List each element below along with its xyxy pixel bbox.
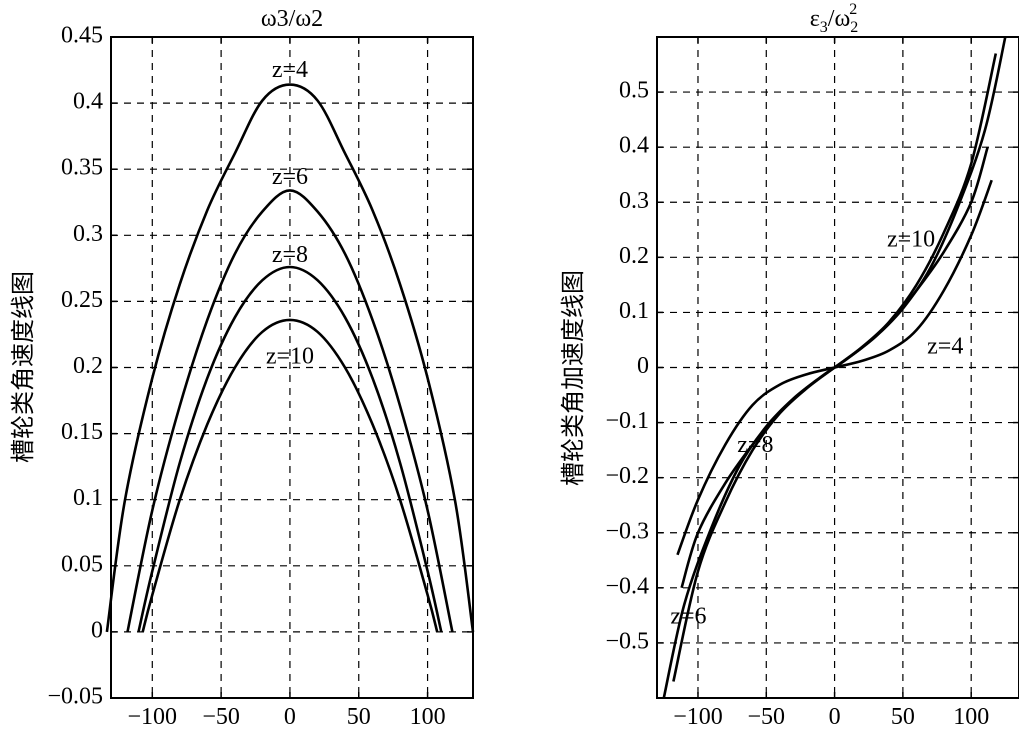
curve-label-z-8: z=8 <box>737 432 773 458</box>
y-axis-label: 槽轮类角加速度线图 <box>559 270 587 486</box>
y-tick-label: −0.05 <box>47 684 103 710</box>
y-tick-label: 0.4 <box>73 89 103 115</box>
x-tick-label: 100 <box>953 704 989 730</box>
y-tick-label: 0.1 <box>73 485 103 511</box>
series-line-z-6 <box>126 189 454 633</box>
series-group <box>662 36 1007 699</box>
x-tick-label: 0 <box>284 704 296 730</box>
chart-title: ε3/ω22 <box>810 1 859 36</box>
curve-label-z-10: z=10 <box>266 344 314 370</box>
grid-lines <box>657 37 1019 698</box>
y-tick-label: 0.45 <box>61 23 103 49</box>
y-tick-label: 0.4 <box>619 133 649 159</box>
series-line-z-10 <box>680 146 989 589</box>
y-tick-label: −0.4 <box>605 573 649 599</box>
y-axis-label: 槽轮类角速度线图 <box>9 271 37 463</box>
angular-velocity-chart: −100 −50 0 50 100 −0.05 0 0.05 0.1 0.15 0.2 0.25 0.3… <box>9 6 475 730</box>
y-tick-label: 0.1 <box>619 298 649 324</box>
y-tick-label: 0.3 <box>73 221 103 247</box>
x-tick-label: 0 <box>829 704 841 730</box>
y-tick-label: 0.2 <box>73 353 103 379</box>
x-tick-label: −100 <box>673 704 723 730</box>
x-tick-label: −50 <box>202 704 240 730</box>
curve-label-z-10: z=10 <box>887 226 935 252</box>
annotations: z=4 z=6 z=8 z=10 <box>266 57 314 370</box>
curve-label-z-6: z=6 <box>670 604 706 630</box>
series-line-z-4 <box>105 83 475 633</box>
y-tick-label: 0.35 <box>61 155 103 181</box>
tick-labels: −100 −50 0 50 100 −0.05 0 0.05 0.1 0.15 0.2 0.25 0.3… <box>47 23 473 730</box>
x-tick-label: −100 <box>128 704 178 730</box>
chart-title: ω3/ω2 <box>261 6 323 32</box>
x-tick-label: −50 <box>748 704 786 730</box>
y-tick-label: 0.2 <box>619 243 649 269</box>
y-tick-label: 0.05 <box>61 551 103 577</box>
tick-labels: −100 −50 0 50 100 −0.5 −0.4 −0.3 −0.2 −0.1 0 0.1 0.2… <box>605 37 1019 730</box>
x-tick-label: 50 <box>891 704 915 730</box>
y-tick-label: 0.15 <box>61 419 103 445</box>
x-tick-label: 100 <box>410 704 446 730</box>
series-line-z-8 <box>137 265 443 633</box>
y-tick-label: −0.5 <box>605 628 649 654</box>
annotations: z=10 z=4 z=8 z=6 <box>670 226 963 629</box>
y-tick-label: −0.1 <box>605 408 649 434</box>
y-tick-label: 0.3 <box>619 188 649 214</box>
y-tick-label: −0.2 <box>605 463 649 489</box>
series-group <box>105 83 475 633</box>
curve-label-z-4: z=4 <box>927 334 963 360</box>
grid-lines <box>111 37 473 698</box>
curve-label-z-6: z=6 <box>272 164 308 190</box>
curve-label-z-8: z=8 <box>272 242 308 268</box>
y-tick-label: 0 <box>91 617 103 643</box>
y-tick-label: 0.25 <box>61 287 103 313</box>
y-tick-label: 0 <box>637 353 649 379</box>
series-line-z-10 <box>141 318 439 633</box>
angular-acceleration-chart: −100 −50 0 50 100 −0.5 −0.4 −0.3 −0.2 −0.1 0 0.1 0.2… <box>559 1 1019 730</box>
curve-label-z-4: z=4 <box>272 57 308 83</box>
y-tick-label: 0.5 <box>619 78 649 104</box>
y-tick-label: −0.3 <box>605 518 649 544</box>
x-tick-label: 50 <box>347 704 371 730</box>
